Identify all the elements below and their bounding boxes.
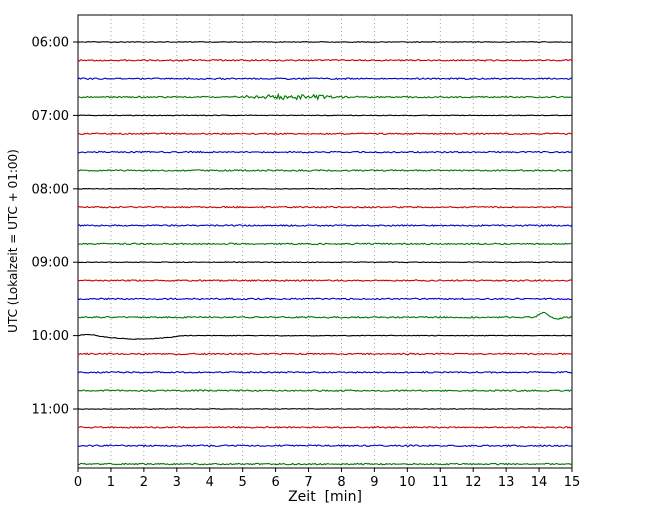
x-tick-label: 0 xyxy=(74,475,82,490)
trace-0615 xyxy=(77,58,573,62)
x-axis-label: Zeit [min] xyxy=(288,489,362,505)
x-tick-label: 4 xyxy=(206,475,214,490)
x-tick-label: 11 xyxy=(432,475,449,490)
y-tick-label: 07:00 xyxy=(32,109,69,124)
trace-1100 xyxy=(77,408,573,410)
y-tick-label: 11:00 xyxy=(32,403,69,418)
trace-0715 xyxy=(77,132,573,136)
trace-1115 xyxy=(77,425,573,429)
trace-1145 xyxy=(77,462,573,466)
x-tick-label: 12 xyxy=(465,475,482,490)
trace-0600 xyxy=(77,41,573,43)
trace-0700 xyxy=(77,114,573,117)
trace-0945 xyxy=(77,311,573,320)
y-axis-label: UTC (Lokalzeit = UTC + 01:00) xyxy=(6,149,20,333)
trace-0830 xyxy=(77,224,573,227)
x-tick-label: 6 xyxy=(271,475,279,490)
y-tick-label: 08:00 xyxy=(32,182,69,197)
trace-0745 xyxy=(77,169,573,172)
x-tick-label: 13 xyxy=(498,475,515,490)
trace-0645 xyxy=(77,92,573,102)
trace-1030 xyxy=(77,370,573,374)
x-tick-label: 15 xyxy=(564,475,581,490)
trace-1015 xyxy=(77,352,573,356)
x-tick-label: 8 xyxy=(337,475,345,490)
trace-1000 xyxy=(77,333,573,340)
plot-border xyxy=(77,14,573,469)
trace-1130 xyxy=(77,444,573,448)
trace-0930 xyxy=(77,297,573,301)
trace-0900 xyxy=(77,261,573,264)
trace-0815 xyxy=(77,205,573,209)
x-tick-label: 10 xyxy=(399,475,416,490)
trace-0800 xyxy=(77,187,573,190)
x-tick-label: 2 xyxy=(140,475,148,490)
trace-0915 xyxy=(77,279,573,282)
x-tick-label: 7 xyxy=(304,475,312,490)
trace-0845 xyxy=(77,242,573,246)
y-tick-label: 06:00 xyxy=(32,36,69,51)
y-tick-label: 10:00 xyxy=(32,329,69,344)
x-tick-label: 1 xyxy=(107,475,115,490)
x-tick-label: 9 xyxy=(370,475,378,490)
trace-0630 xyxy=(77,77,573,81)
trace-0730 xyxy=(77,150,573,154)
x-tick-label: 5 xyxy=(239,475,247,490)
trace-1045 xyxy=(77,389,573,393)
x-tick-label: 3 xyxy=(173,475,181,490)
y-tick-label: 09:00 xyxy=(32,256,69,271)
x-tick-label: 14 xyxy=(531,475,548,490)
